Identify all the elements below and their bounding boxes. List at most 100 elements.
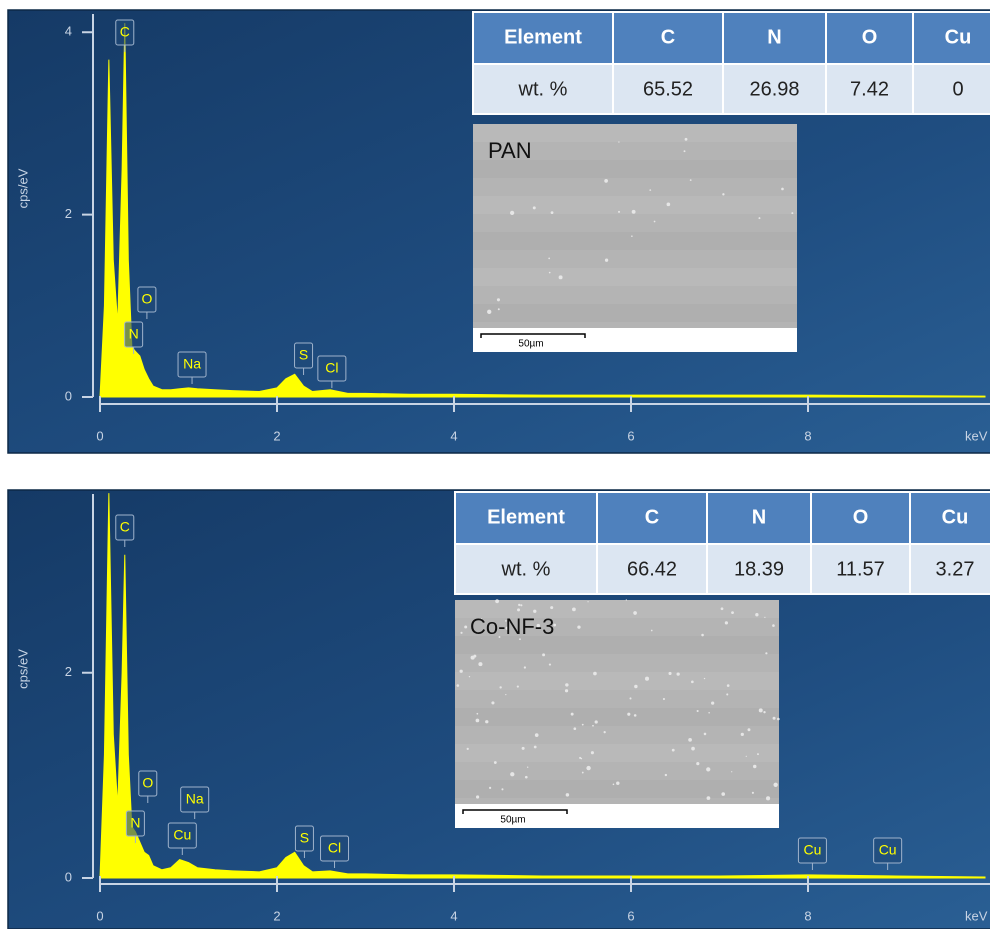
sem-speck (476, 795, 479, 798)
table-value: 7.42 (850, 78, 889, 100)
sem-speck (559, 275, 563, 279)
sem-speck (604, 731, 606, 733)
y-axis-label: cps/eV (15, 649, 30, 689)
sem-speck (631, 235, 633, 237)
table-value: 0 (952, 78, 963, 100)
sem-band (473, 232, 797, 250)
table-header: Cu (945, 26, 972, 48)
sem-speck (722, 193, 724, 195)
table-header: N (752, 506, 766, 528)
x-tick-label: 0 (96, 908, 103, 923)
sem-speck (704, 733, 707, 736)
sem-speck (535, 733, 539, 737)
y-tick-label: 2 (65, 206, 72, 221)
page: 02402468keVcps/eVCONNaSClElementwt. %C65… (0, 0, 990, 929)
x-tick-label: 6 (627, 428, 634, 443)
sem-speck (748, 728, 751, 731)
sem-speck (565, 683, 568, 686)
sem-speck (711, 702, 714, 705)
annotation: O (141, 291, 152, 307)
sem-speck (691, 680, 694, 683)
sem-speck (665, 774, 667, 776)
sem-speck (460, 670, 463, 673)
annotation: Na (186, 791, 204, 807)
annotation: Cl (325, 360, 338, 376)
sem-speck (587, 601, 588, 602)
sem-speck (582, 772, 584, 774)
sem-speck (626, 599, 627, 600)
y-tick-label: 0 (65, 869, 72, 884)
sem-speck (721, 607, 724, 610)
annotation: Cu (803, 842, 821, 858)
sem-speck (497, 298, 500, 301)
sem-speck (505, 694, 506, 695)
sem-speck (476, 713, 478, 715)
annotation: Cl (328, 840, 341, 856)
annotation: O (142, 775, 153, 791)
sem-speck (651, 630, 653, 632)
sem-speck (501, 788, 503, 790)
sem-speck (489, 787, 491, 789)
sem-speck (773, 783, 777, 787)
sem-speck (478, 662, 482, 666)
sem-speck (706, 767, 710, 771)
sem-speck (487, 310, 491, 314)
sem-speck (690, 179, 692, 181)
sem-speck (586, 766, 590, 770)
sem-speck (498, 308, 500, 310)
sem-speck (727, 684, 730, 687)
sem-speck (616, 781, 619, 784)
y-tick-label: 0 (65, 388, 72, 403)
sem-speck (604, 179, 608, 183)
annotation: S (300, 830, 309, 846)
x-tick-label: 8 (804, 428, 811, 443)
sem-speck (525, 776, 528, 779)
sem-speck (746, 756, 747, 757)
sem-speck (524, 666, 526, 668)
sem-speck (696, 762, 699, 765)
sem-speck (759, 708, 763, 712)
sem-speck (791, 212, 793, 214)
sem-speck (764, 617, 765, 618)
sem-speck (572, 607, 576, 611)
sem-speck (471, 656, 475, 660)
annotation: Cu (173, 827, 191, 843)
sem-speck (613, 784, 615, 786)
table-value: 66.42 (627, 558, 677, 580)
annotation: S (299, 347, 308, 363)
sem-speck (701, 634, 704, 637)
inset-label: PAN (488, 138, 532, 163)
inset-label: Co-NF-3 (470, 614, 554, 639)
sem-speck (464, 625, 467, 628)
annotation: C (120, 519, 130, 535)
sem-speck (510, 772, 514, 776)
x-tick-label: 0 (96, 428, 103, 443)
sem-speck (460, 632, 462, 634)
x-axis-label: keV (965, 908, 988, 923)
sem-speck (527, 767, 528, 768)
sem-speck (595, 720, 598, 723)
table-header: C (661, 26, 675, 48)
sem-speck (494, 761, 497, 764)
annotation: N (129, 326, 139, 342)
table-value: 18.39 (734, 558, 784, 580)
sem-speck (645, 677, 649, 681)
sem-speck (533, 206, 536, 209)
table-value: wt. % (518, 78, 568, 100)
sem-speck (571, 713, 574, 716)
sem-speck (755, 613, 758, 616)
annotation: C (120, 24, 130, 40)
scale-label: 50µm (518, 339, 543, 350)
sem-speck (765, 652, 767, 654)
x-tick-label: 4 (450, 428, 457, 443)
sem-speck (672, 749, 675, 752)
sem-speck (549, 272, 551, 274)
sem-speck (550, 606, 553, 609)
annotation: N (130, 815, 140, 831)
table-value: 26.98 (749, 78, 799, 100)
sem-speck (763, 711, 765, 713)
sem-speck (542, 653, 545, 656)
table-header: Element (487, 506, 565, 528)
sem-speck (627, 713, 630, 716)
sem-speck (495, 599, 499, 603)
